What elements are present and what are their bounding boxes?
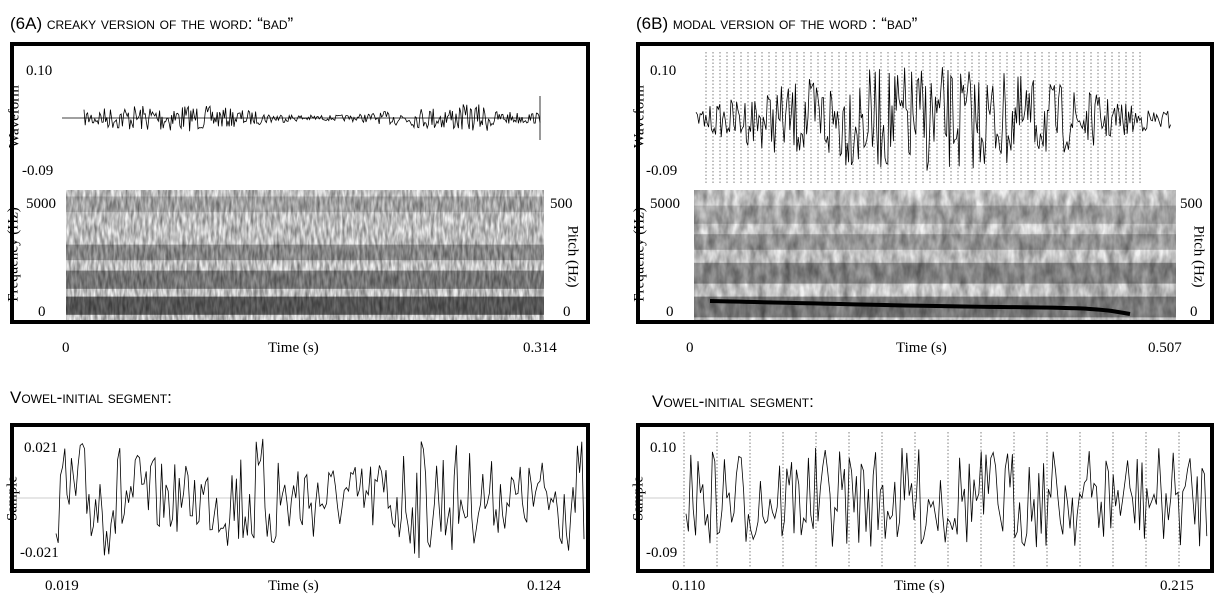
panel-a-waveform-ymin: -0.09 bbox=[22, 163, 54, 179]
panel-a-time-start: 0 bbox=[62, 340, 70, 356]
panel-a-time-xlabel: Time (s) bbox=[268, 340, 319, 356]
panel-a-time-end: 0.314 bbox=[523, 340, 557, 356]
panel-b-spectrogram-ymax: 5000 bbox=[650, 196, 680, 212]
panel-a-spectrogram-texture bbox=[66, 190, 544, 320]
panel-a-waveform-trace bbox=[83, 104, 541, 132]
panel-b-segment-start: 0.110 bbox=[672, 578, 706, 594]
panel-a-spectrogram-ymax: 5000 bbox=[26, 196, 56, 212]
panel-a-pitch-max: 500 bbox=[550, 196, 573, 212]
panel-b-pitch-track bbox=[709, 299, 1131, 316]
panel-b-segment-end: 0.215 bbox=[1160, 578, 1194, 594]
panel-b-pitch-min: 0 bbox=[1190, 304, 1198, 320]
panel-a-pitch-min: 0 bbox=[563, 304, 571, 320]
panel-a-segment-xlabel: Time (s) bbox=[268, 578, 319, 594]
panel-b-spectrogram-texture bbox=[694, 190, 1176, 320]
panel-b-segment-ymin: -0.09 bbox=[646, 545, 678, 561]
panel-b-segment-trace bbox=[685, 447, 1208, 548]
panel-b-time-start: 0 bbox=[686, 340, 694, 356]
panel-b-time-end: 0.507 bbox=[1148, 340, 1182, 356]
panel-b-segment-ymax: 0.10 bbox=[650, 440, 677, 456]
panel-a-segment-title: Vowel-initial segment: bbox=[10, 388, 172, 407]
panel-a-segment-trace bbox=[55, 438, 585, 559]
panel-a-segment-ymax: 0.021 bbox=[24, 440, 58, 456]
panel-b-time-xlabel: Time (s) bbox=[896, 340, 947, 356]
panel-b-segment-title: Vowel-initial segment: bbox=[652, 392, 814, 411]
panel-a-segment-start: 0.019 bbox=[45, 578, 79, 594]
panel-b-pitch-max: 500 bbox=[1180, 196, 1203, 212]
panel-a-waveform-ymax: 0.10 bbox=[26, 63, 53, 79]
panel-b-spectrogram-ymin: 0 bbox=[666, 304, 674, 320]
panel-a-title: (6A) creaky version of the word: “bad” bbox=[10, 14, 294, 33]
panel-b-waveform-ymax: 0.10 bbox=[650, 63, 677, 79]
panel-a-segment-end: 0.124 bbox=[527, 578, 561, 594]
panel-b-segment-xlabel: Time (s) bbox=[894, 578, 945, 594]
panel-b-waveform-trace bbox=[695, 67, 1171, 171]
panel-a-segment-ymin: -0.021 bbox=[20, 545, 59, 561]
panel-a-spectrogram-ymin: 0 bbox=[38, 304, 46, 320]
panel-b-title: (6B) modal version of the word : “bad” bbox=[636, 14, 918, 33]
panel-b-waveform-ymin: -0.09 bbox=[646, 163, 678, 179]
